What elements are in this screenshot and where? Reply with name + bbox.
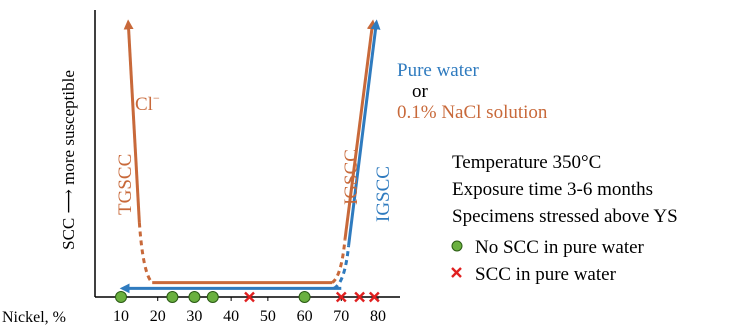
igscc-blue-label: IGSCC (373, 166, 394, 222)
tgscc-label: TGSCC (115, 154, 136, 215)
marker-scc (368, 291, 380, 303)
legend-no-scc-label: No SCC in pure water (475, 237, 645, 258)
series-line-blue-rise (347, 19, 381, 246)
x-tick-label: 70 (333, 308, 349, 325)
or-label: or (412, 81, 429, 102)
marker-no-scc (298, 291, 311, 303)
x-tick-group: 10 20 30 40 50 60 70 80 (113, 297, 386, 325)
condition-exposure: Exposure time 3-6 months (452, 179, 653, 200)
legend-no-scc-marker (451, 240, 463, 252)
igscc-orange-label: IGSCC (341, 149, 362, 205)
marker-scc (354, 291, 365, 303)
marker-no-scc (188, 291, 201, 303)
marker-group (115, 291, 380, 303)
marker-scc (244, 291, 255, 303)
marker-no-scc (115, 291, 127, 303)
series-line-cl-rise (123, 19, 141, 223)
series-lines (119, 19, 381, 294)
x-tick-label: 80 (370, 308, 386, 325)
x-tick-label: 60 (297, 308, 313, 325)
nacl-label: 0.1% NaCl solution (397, 102, 548, 123)
series-line-blue-dashed (333, 245, 351, 290)
y-axis-label: SCC ⟶ more susceptible (59, 70, 78, 250)
series-line-cl-dashed (137, 222, 154, 284)
cl-label-text: Cl (135, 94, 153, 115)
condition-stress: Specimens stressed above YS (452, 206, 678, 227)
x-tick-label: 40 (223, 308, 239, 325)
cl-label: Cl− (135, 91, 160, 115)
pure-water-label: Pure water (397, 60, 479, 81)
legend-scc-label: SCC in pure water (475, 264, 617, 285)
x-tick-label: 20 (150, 308, 166, 325)
cl-label-superscript: − (153, 91, 160, 105)
x-tick-label: 50 (260, 308, 276, 325)
x-axis-label: Nickel, % (2, 309, 66, 326)
series-line-orange-dashed-right (331, 239, 347, 284)
legend-scc-marker (451, 267, 462, 278)
condition-temperature: Temperature 350°C (452, 152, 601, 173)
marker-no-scc (166, 291, 179, 303)
x-tick-label: 10 (113, 308, 129, 325)
x-tick-label: 30 (186, 308, 202, 325)
marker-no-scc (206, 291, 219, 303)
marker-scc (335, 291, 347, 303)
series-line-orange-rise (343, 19, 377, 240)
